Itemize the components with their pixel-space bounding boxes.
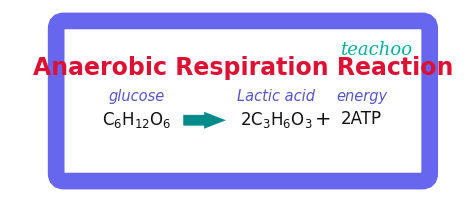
Text: teachoo: teachoo: [340, 41, 412, 59]
Polygon shape: [183, 112, 226, 129]
Text: +: +: [315, 110, 331, 129]
Text: energy: energy: [336, 89, 387, 104]
Text: glucose: glucose: [109, 89, 165, 104]
Text: Lactic acid: Lactic acid: [237, 89, 315, 104]
FancyBboxPatch shape: [56, 21, 430, 181]
Text: $\mathregular{2C_3H_6O_3}$: $\mathregular{2C_3H_6O_3}$: [240, 110, 312, 130]
Text: 2ATP: 2ATP: [341, 110, 382, 128]
Text: $\mathregular{C_6H_{12}O_6}$: $\mathregular{C_6H_{12}O_6}$: [102, 110, 172, 130]
Text: Anaerobic Respiration Reaction: Anaerobic Respiration Reaction: [33, 56, 453, 80]
